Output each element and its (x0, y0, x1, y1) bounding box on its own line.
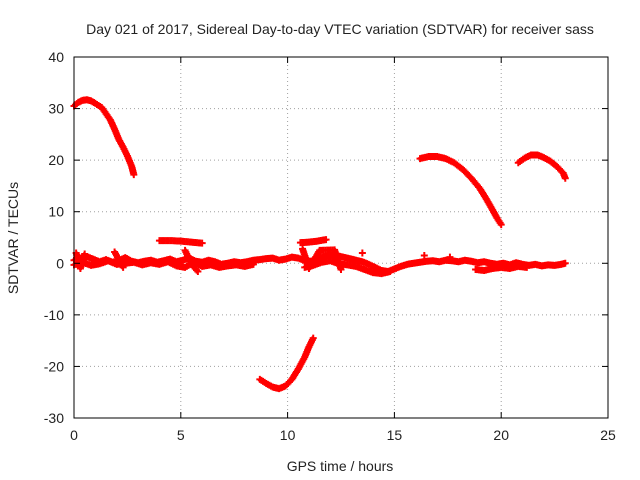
data-point (198, 239, 206, 247)
y-tick-label: 0 (56, 255, 64, 271)
x-tick-label: 15 (387, 427, 403, 443)
chart-title: Day 021 of 2017, Sidereal Day-to-day VTE… (86, 21, 594, 37)
y-tick-label: 30 (48, 101, 64, 117)
data-point (337, 265, 345, 273)
data-point (561, 174, 569, 182)
data-point (523, 263, 531, 271)
data-point (119, 263, 127, 271)
data-point (194, 268, 202, 276)
series-arc-6 (514, 151, 569, 182)
data-point (420, 252, 428, 260)
series-short-tracks (72, 245, 454, 276)
x-axis-label: GPS time / hours (287, 458, 394, 474)
data-point (81, 250, 89, 258)
series-arc-1 (70, 96, 138, 179)
data-points (70, 96, 569, 393)
y-tick-label: 10 (48, 204, 64, 220)
x-tick-label: 10 (280, 427, 296, 443)
data-point (130, 171, 138, 179)
series-arc-4 (296, 236, 330, 247)
data-point (561, 259, 569, 267)
data-point (446, 253, 454, 261)
y-axis-label: SDTVAR / TECUs (5, 182, 21, 294)
grid (74, 57, 608, 418)
y-tick-label: 20 (48, 152, 64, 168)
y-tick-label: -30 (44, 410, 64, 426)
y-tick-label: -10 (44, 307, 64, 323)
x-tick-label: 20 (493, 427, 509, 443)
plot-frame (73, 56, 609, 419)
x-tick-label: 25 (600, 427, 616, 443)
series-arc-3 (256, 334, 317, 393)
data-point (309, 334, 317, 342)
axis-ticks: 0 5 10 15 20 25 -30 -20 -10 0 10 20 30 40 (44, 49, 616, 443)
y-tick-label: 40 (48, 49, 64, 65)
x-tick-label: 5 (177, 427, 185, 443)
data-point (322, 236, 330, 244)
x-tick-label: 0 (70, 427, 78, 443)
y-tick-label: -20 (44, 358, 64, 374)
series-arc-5 (416, 153, 505, 229)
data-point (386, 268, 394, 276)
series-arc-2 (155, 237, 206, 247)
data-point (497, 221, 505, 229)
data-point (358, 249, 366, 257)
data-point (249, 260, 257, 268)
